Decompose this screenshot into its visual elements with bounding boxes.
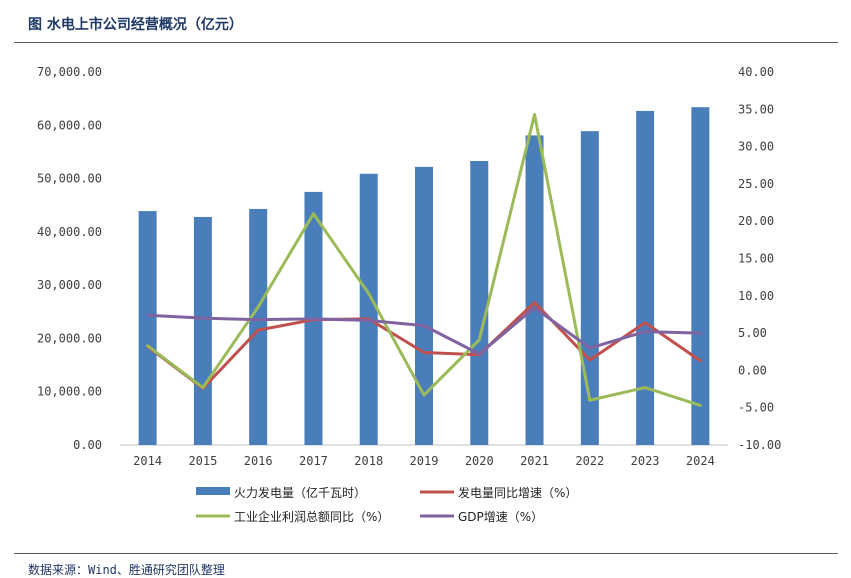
x-axis-tick-label: 2021 (520, 454, 549, 468)
line-gdp-growth (146, 306, 702, 356)
bottom-rule (14, 553, 838, 554)
right-axis-tick-label: 30.00 (738, 140, 774, 154)
left-axis-tick-label: 70,000.00 (37, 65, 102, 79)
line-industrial-profit-yoy (146, 113, 702, 407)
left-axis-tick-label: 20,000.00 (37, 331, 102, 345)
bar-2019 (415, 166, 433, 445)
legend-label: 火力发电量（亿千瓦时） (234, 485, 366, 500)
x-axis-tick-label: 2024 (686, 454, 715, 468)
left-axis-tick-label: 10,000.00 (37, 385, 102, 399)
left-axis-tick-label: 0.00 (73, 438, 102, 452)
right-axis-tick-label: 40.00 (738, 65, 774, 79)
top-rule (14, 42, 838, 43)
x-axis-tick-label: 2020 (465, 454, 494, 468)
bar-2024 (691, 107, 710, 445)
x-axis-tick-label: 2015 (188, 454, 217, 468)
bar-2016 (249, 208, 268, 445)
x-axis-tick-label: 2023 (631, 454, 660, 468)
right-axis-tick-label: 35.00 (738, 102, 774, 116)
left-axis-tick-label: 40,000.00 (37, 225, 102, 239)
right-axis-tick-label: -5.00 (738, 401, 774, 415)
x-axis-tick-label: 2016 (244, 454, 273, 468)
right-axis-tick-label: 10.00 (738, 289, 774, 303)
legend-label: 发电量同比增速（%） (458, 485, 577, 500)
bar-2022 (580, 131, 599, 445)
bar-2020 (470, 160, 489, 446)
right-axis-tick-label: 0.00 (738, 363, 767, 377)
line-generation-yoy (146, 301, 702, 390)
x-axis-tick-label: 2018 (354, 454, 383, 468)
legend-label: 工业企业利润总额同比（%） (234, 509, 389, 524)
bar-2021 (525, 135, 544, 445)
bar-2015 (193, 216, 212, 445)
chart-title: 图 水电上市公司经营概况（亿元） (28, 17, 243, 33)
right-axis-tick-label: -10.00 (738, 438, 781, 452)
x-axis-tick-label: 2014 (133, 454, 162, 468)
left-axis-tick-label: 30,000.00 (37, 278, 102, 292)
bar-2014 (138, 211, 157, 445)
x-axis-tick-label: 2017 (299, 454, 328, 468)
legend-swatch-bar (196, 487, 230, 495)
x-axis-tick-label: 2019 (410, 454, 439, 468)
bar-2023 (636, 110, 655, 446)
left-axis-tick-label: 50,000.00 (37, 172, 102, 186)
right-axis-tick-label: 25.00 (738, 177, 774, 191)
x-axis-tick-label: 2022 (575, 454, 604, 468)
right-axis-tick-label: 15.00 (738, 252, 774, 266)
bar-2018 (359, 173, 378, 446)
source-note: 数据来源：Wind、胜通研究团队整理 (28, 563, 225, 577)
right-axis-tick-label: 20.00 (738, 214, 774, 228)
left-axis-tick-label: 60,000.00 (37, 118, 102, 132)
legend-label: GDP增速（%） (458, 510, 543, 524)
right-axis-tick-label: 5.00 (738, 326, 767, 340)
